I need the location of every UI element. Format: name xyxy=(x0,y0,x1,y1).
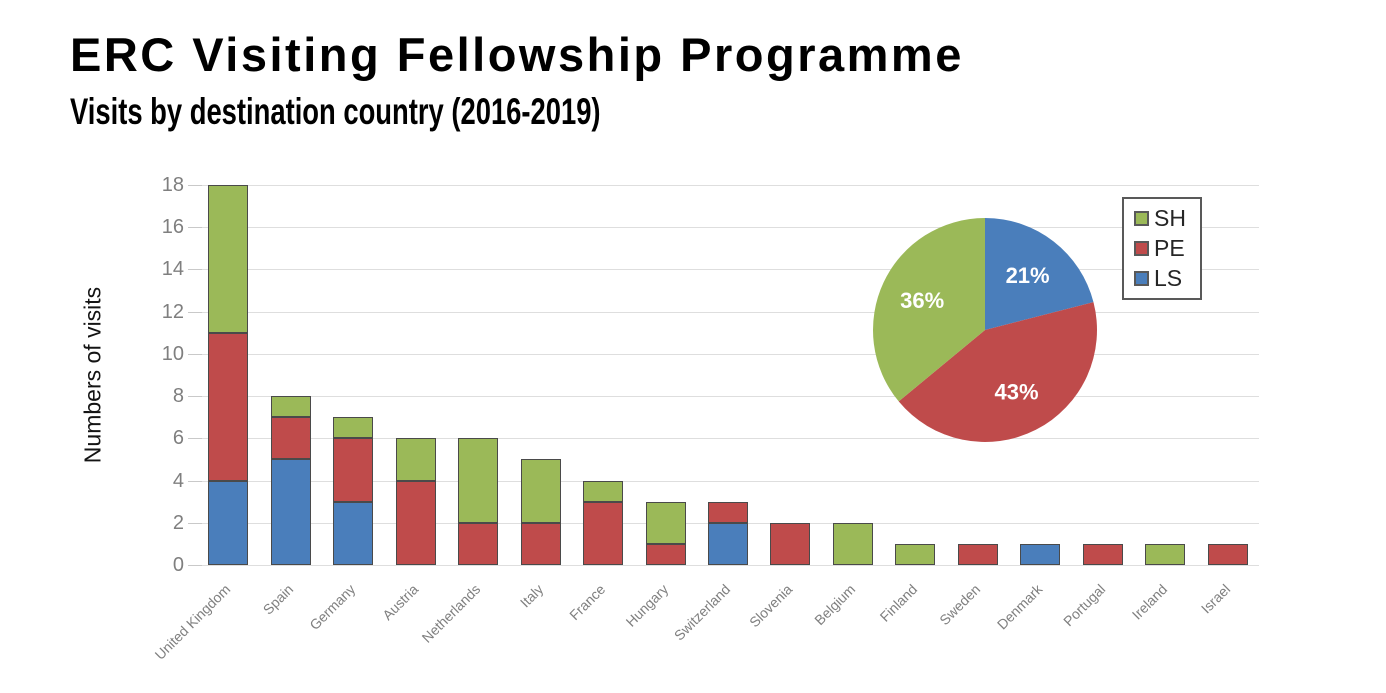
bar-segment-ls xyxy=(270,459,311,565)
bar-segment-pe xyxy=(708,501,748,523)
bar-segment-pe xyxy=(458,522,499,565)
y-axis-tick-label: 0 xyxy=(172,554,184,576)
y-axis-tick xyxy=(188,565,202,566)
y-axis-tick-label: 18 xyxy=(161,174,184,196)
bar-segment-sh xyxy=(520,459,561,523)
bar-segment-sh xyxy=(458,438,499,523)
bar-segment-sh xyxy=(395,438,436,481)
bar-segment-sh xyxy=(208,185,249,333)
page-subtitle: Visits by destination country (2016-2019… xyxy=(70,91,601,132)
gridline xyxy=(197,438,1259,440)
y-axis-tick xyxy=(188,227,202,229)
pie-slice-sh xyxy=(872,218,985,402)
legend-swatch xyxy=(1134,271,1149,286)
legend-label: SH xyxy=(1154,205,1186,231)
bar-segment-sh xyxy=(895,543,936,565)
bar-segment-ls xyxy=(333,501,374,565)
bar-segment-sh xyxy=(1145,543,1186,565)
pie-slice-pe xyxy=(898,302,1097,442)
bar-segment-pe xyxy=(1082,543,1123,565)
pie-slice-percentage-label: 21% xyxy=(1006,263,1050,288)
legend-swatch xyxy=(1134,211,1149,226)
legend: SH PE LS xyxy=(1122,197,1202,300)
y-axis-tick-label: 16 xyxy=(161,216,184,239)
gridline xyxy=(197,353,1259,355)
legend-entry-ls: LS xyxy=(1134,265,1186,292)
y-axis-tick xyxy=(188,269,202,271)
legend-entry-sh: SH xyxy=(1134,205,1186,232)
pie-chart: 21% 43% 36% xyxy=(872,218,1097,442)
y-axis-tick-label: 12 xyxy=(161,300,184,323)
y-axis-tick xyxy=(188,480,202,482)
bar-segment-sh xyxy=(333,417,374,439)
bar-segment-ls xyxy=(1020,543,1061,565)
bar-segment-pe xyxy=(395,480,436,565)
gridline xyxy=(197,565,1259,566)
pie-slice-percentage-label: 43% xyxy=(994,380,1038,405)
y-axis-tick xyxy=(188,438,202,440)
y-axis-tick-label: 10 xyxy=(161,342,184,365)
gridline xyxy=(197,269,1259,271)
gridline xyxy=(197,311,1259,313)
bar-segment-ls xyxy=(708,522,748,565)
bar-segment-pe xyxy=(1207,543,1248,565)
y-axis-tick xyxy=(188,311,202,313)
y-axis-tick xyxy=(188,353,202,355)
x-axis-label: United Kingdom xyxy=(151,581,234,663)
pie-slice-percentage-label: 36% xyxy=(900,288,944,313)
legend-label: LS xyxy=(1154,265,1183,291)
y-axis-tick xyxy=(188,396,202,398)
y-axis-tick-label: 8 xyxy=(172,385,184,408)
bar-segment-sh xyxy=(832,522,873,565)
bar-segment-sh xyxy=(270,396,311,418)
y-axis-tick xyxy=(188,185,202,186)
gridline xyxy=(197,396,1259,398)
gridline xyxy=(197,227,1259,229)
bar-segment-sh xyxy=(645,501,686,544)
bar-segment-pe xyxy=(583,501,624,565)
bar-segment-pe xyxy=(770,522,811,565)
y-axis-title: Numbers of visits xyxy=(79,286,106,464)
legend-entry-pe: PE xyxy=(1134,235,1186,262)
y-axis-tick-label: 4 xyxy=(172,469,184,492)
gridline xyxy=(197,480,1259,482)
bar-segment-pe xyxy=(208,332,249,481)
bar-segment-pe xyxy=(957,543,998,565)
gridline xyxy=(197,185,1259,186)
bar-segment-pe xyxy=(270,417,311,460)
y-axis-tick-label: 2 xyxy=(172,511,184,534)
y-axis-tick-label: 6 xyxy=(172,427,184,450)
pie-slice-ls xyxy=(985,218,1094,330)
y-axis-tick xyxy=(188,522,202,524)
legend-label: PE xyxy=(1154,235,1185,261)
y-axis-tick-label: 14 xyxy=(161,258,184,281)
page-title: ERC Visiting Fellowship Programme xyxy=(70,28,964,81)
bar-segment-ls xyxy=(208,480,249,565)
bar-segment-sh xyxy=(583,480,624,502)
bar-segment-pe xyxy=(520,522,561,565)
legend-swatch xyxy=(1134,241,1149,256)
bar-segment-pe xyxy=(645,543,686,565)
bar-segment-pe xyxy=(333,438,374,502)
